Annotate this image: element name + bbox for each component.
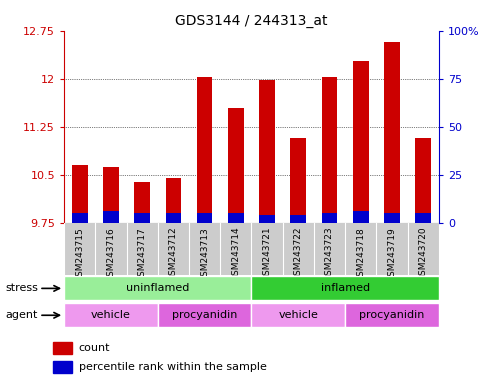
Bar	[321, 78, 337, 223]
Bar	[345, 303, 439, 327]
Bar	[64, 276, 251, 300]
Bar	[353, 61, 368, 223]
Bar	[72, 165, 88, 223]
Text: procyanidin: procyanidin	[172, 310, 237, 320]
Bar	[384, 213, 400, 223]
Text: GSM243716: GSM243716	[106, 227, 115, 281]
Bar	[103, 211, 119, 223]
Bar	[321, 213, 337, 223]
Bar	[384, 41, 400, 223]
Text: GSM243719: GSM243719	[387, 227, 396, 281]
Text: GSM243712: GSM243712	[169, 227, 178, 281]
Bar	[72, 213, 88, 223]
Bar	[353, 211, 368, 223]
Bar	[64, 303, 158, 327]
Bar	[228, 213, 244, 223]
Text: count: count	[79, 343, 110, 353]
Bar	[134, 213, 150, 223]
Bar	[197, 78, 212, 223]
Bar	[259, 215, 275, 223]
Bar	[103, 167, 119, 223]
Bar	[197, 213, 212, 223]
Text: agent: agent	[5, 310, 37, 320]
Bar	[415, 213, 431, 223]
Bar	[251, 276, 439, 300]
Text: GSM243718: GSM243718	[356, 227, 365, 281]
Bar	[134, 182, 150, 223]
Text: vehicle: vehicle	[279, 310, 318, 320]
Text: inflamed: inflamed	[320, 283, 370, 293]
Bar	[54, 361, 72, 373]
Text: uninflamed: uninflamed	[126, 283, 189, 293]
Text: GSM243717: GSM243717	[138, 227, 146, 281]
Bar	[54, 342, 72, 354]
Text: stress: stress	[5, 283, 38, 293]
Bar	[415, 137, 431, 223]
Text: GSM243720: GSM243720	[419, 227, 427, 281]
Text: GSM243721: GSM243721	[263, 227, 272, 281]
Text: percentile rank within the sample: percentile rank within the sample	[79, 362, 267, 372]
Title: GDS3144 / 244313_at: GDS3144 / 244313_at	[175, 14, 328, 28]
Text: GSM243714: GSM243714	[231, 227, 240, 281]
Text: GSM243713: GSM243713	[200, 227, 209, 281]
Bar	[251, 303, 345, 327]
Bar	[290, 137, 306, 223]
Bar	[158, 303, 251, 327]
Bar	[290, 215, 306, 223]
Bar	[228, 108, 244, 223]
Text: GSM243722: GSM243722	[294, 227, 303, 281]
Text: GSM243715: GSM243715	[75, 227, 84, 281]
Bar	[166, 178, 181, 223]
Text: procyanidin: procyanidin	[359, 310, 424, 320]
Text: vehicle: vehicle	[91, 310, 131, 320]
Bar	[259, 80, 275, 223]
Text: GSM243723: GSM243723	[325, 227, 334, 281]
Bar	[166, 213, 181, 223]
